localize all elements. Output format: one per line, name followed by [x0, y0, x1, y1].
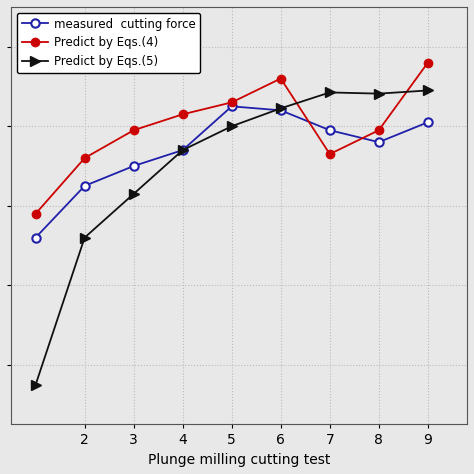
- Predict by Eqs.(4): [33, 211, 38, 217]
- Predict by Eqs.(5): [229, 123, 235, 129]
- measured  cutting force: [180, 147, 185, 153]
- Line: Predict by Eqs.(4): Predict by Eqs.(4): [31, 58, 432, 218]
- measured  cutting force: [229, 103, 235, 109]
- Predict by Eqs.(4): [180, 111, 185, 117]
- Predict by Eqs.(5): [376, 91, 382, 97]
- Predict by Eqs.(4): [131, 128, 137, 133]
- Line: Predict by Eqs.(5): Predict by Eqs.(5): [31, 86, 433, 390]
- Predict by Eqs.(5): [180, 147, 185, 153]
- Predict by Eqs.(4): [376, 128, 382, 133]
- Predict by Eqs.(4): [82, 155, 88, 161]
- measured  cutting force: [425, 119, 431, 125]
- measured  cutting force: [33, 235, 38, 240]
- Predict by Eqs.(4): [229, 100, 235, 105]
- Predict by Eqs.(5): [82, 235, 88, 240]
- Predict by Eqs.(5): [131, 191, 137, 197]
- measured  cutting force: [131, 163, 137, 169]
- measured  cutting force: [278, 108, 283, 113]
- Predict by Eqs.(5): [33, 382, 38, 388]
- measured  cutting force: [327, 128, 333, 133]
- Legend: measured  cutting force, Predict by Eqs.(4), Predict by Eqs.(5): measured cutting force, Predict by Eqs.(…: [17, 13, 200, 73]
- measured  cutting force: [82, 183, 88, 189]
- Predict by Eqs.(5): [278, 106, 283, 111]
- Predict by Eqs.(5): [327, 90, 333, 95]
- X-axis label: Plunge milling cutting test: Plunge milling cutting test: [148, 453, 330, 467]
- Predict by Eqs.(4): [327, 151, 333, 157]
- measured  cutting force: [376, 139, 382, 145]
- Predict by Eqs.(5): [425, 88, 431, 93]
- Line: measured  cutting force: measured cutting force: [31, 102, 432, 242]
- Predict by Eqs.(4): [425, 60, 431, 65]
- Predict by Eqs.(4): [278, 76, 283, 82]
